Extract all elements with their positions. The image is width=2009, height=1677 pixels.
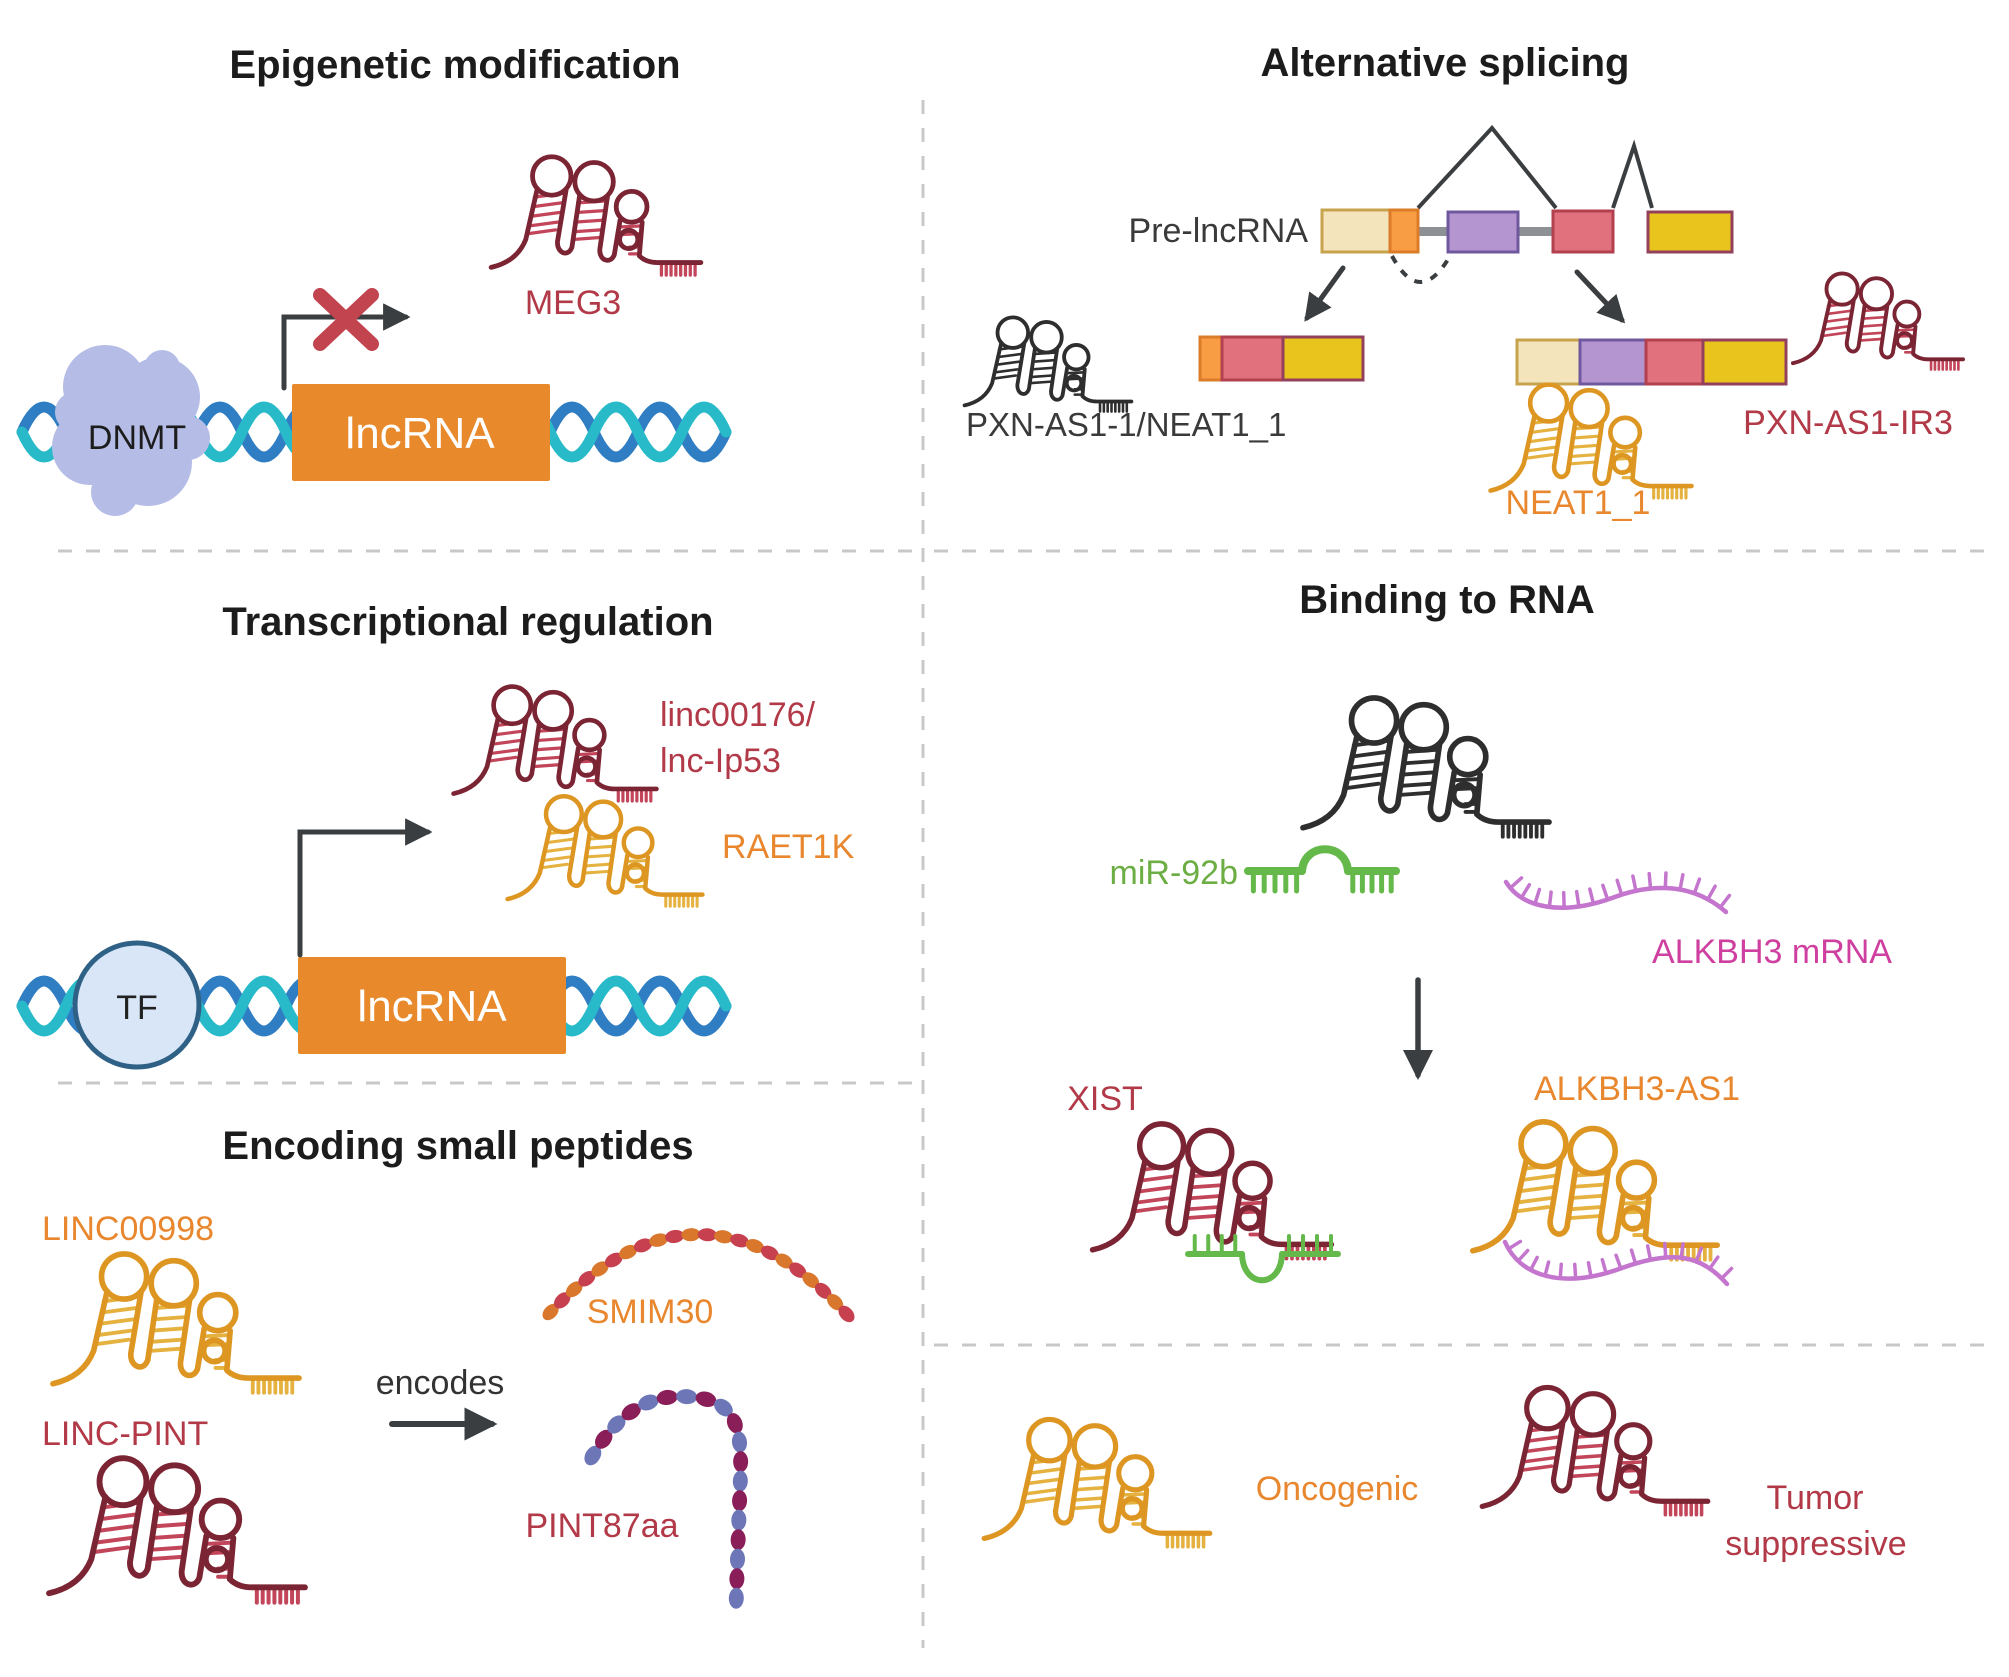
legend-tumor-label-line2: suppressive (1725, 1525, 1906, 1563)
splice-line-major (1416, 124, 1558, 210)
pxn-as1-ir3-label: PXN-AS1-IR3 (1743, 404, 1953, 442)
section-title-transcription: Transcriptional regulation (222, 600, 713, 644)
alkbh3-mrna-structure (1503, 879, 1729, 915)
alkbh3-mrna-label: ALKBH3 mRNA (1652, 933, 1892, 971)
intron-connector (1516, 227, 1555, 236)
meg3-label: MEG3 (525, 284, 621, 322)
panel-dividers (58, 100, 1992, 1648)
pre-lncrna-label: Pre-lncRNA (1129, 212, 1309, 250)
panel-peptides: LINC00998 LINC-PINT encodes SMIM30 PINT8… (42, 1210, 855, 1609)
smim30-label: SMIM30 (587, 1293, 714, 1331)
neat1-1-structure (1491, 385, 1692, 498)
promoter-arrow-active (297, 818, 433, 958)
splicing-arrow-left (1304, 265, 1346, 322)
xist-bound-mirna (1185, 1234, 1341, 1284)
tf-label: TF (116, 989, 158, 1027)
panel-transcription: TF lncRNA linc00176/ lnc-Ip53 RAET1K (16, 687, 855, 1070)
legend-tumor-label-line1: Tumor (1767, 1479, 1864, 1517)
meg3-lncrna-structure (491, 157, 701, 275)
lncrna-gene-box (292, 384, 550, 481)
linc00998-label: LINC00998 (42, 1210, 214, 1248)
pxn-as1-1-structure (962, 315, 1134, 414)
section-title-splicing: Alternative splicing (1261, 41, 1630, 85)
xist-structure (1093, 1124, 1332, 1259)
lncrna-gene-box-label: lncRNA (357, 982, 507, 1031)
neat1-1-label: NEAT1_1 (1506, 484, 1651, 522)
pxn-as1-1-label: PXN-AS1-1/NEAT1_1 (966, 406, 1286, 443)
red-x-icon (313, 288, 379, 351)
linc00176-label-line2: lnc-Ip53 (660, 742, 781, 780)
lncrna-gene-box (298, 957, 566, 1054)
dnmt-protein-blob (52, 345, 210, 516)
pxn-as1-ir3-structure (1790, 271, 1966, 372)
alkbh3-as1-structure (1473, 1122, 1717, 1260)
splicing-arrow-right (1574, 269, 1626, 324)
section-title-epigenetic: Epigenetic modification (229, 43, 680, 87)
splice-line-dashed (1390, 254, 1452, 284)
legend-oncogenic-label: Oncogenic (1256, 1470, 1419, 1508)
linc00998-structure (53, 1254, 299, 1393)
encodes-label: encodes (376, 1364, 505, 1402)
raet1k-label: RAET1K (722, 828, 855, 866)
xist-label: XIST (1067, 1080, 1143, 1118)
intron-connector (1418, 227, 1450, 236)
section-title-binding: Binding to RNA (1299, 578, 1595, 622)
section-title-peptides: Encoding small peptides (222, 1124, 693, 1168)
pre-lncrna-exons (1320, 208, 1734, 254)
spliced-product-2 (1515, 338, 1788, 386)
panel-epigenetic: DNMT lncRNA MEG3 (16, 157, 732, 516)
raet1k-structure (508, 796, 703, 906)
splice-line-minor (1611, 139, 1654, 209)
dnmt-label: DNMT (88, 419, 186, 457)
legend-oncogenic-structure (984, 1419, 1210, 1546)
legend-tumor-suppressive-structure (1482, 1387, 1708, 1514)
linc00176-label-line1: linc00176/ (660, 696, 816, 734)
tf-protein-circle (72, 940, 202, 1070)
pint87aa-label: PINT87aa (525, 1507, 678, 1545)
panel-splicing: Pre-lncRNA P (962, 124, 1966, 522)
linc-pint-structure (49, 1458, 305, 1602)
mir92b-label: miR-92b (1110, 854, 1238, 892)
lncrna-gene-box-label: lncRNA (345, 409, 495, 458)
linc-pint-label: LINC-PINT (42, 1415, 208, 1453)
promoter-arrow-blocked (281, 303, 411, 391)
spliced-product-1 (1198, 335, 1365, 382)
generic-lncrna-structure (1303, 698, 1549, 837)
linc00176-structure (454, 687, 657, 801)
mir92b-structure (1244, 845, 1400, 894)
panel-binding: miR-92b ALKBH3 mRNA XIST ALKBH3-AS1 (1067, 698, 1892, 1287)
alkbh3-as1-label: ALKBH3-AS1 (1534, 1070, 1740, 1108)
legend: Oncogenic Tumor suppressive (984, 1387, 1907, 1563)
